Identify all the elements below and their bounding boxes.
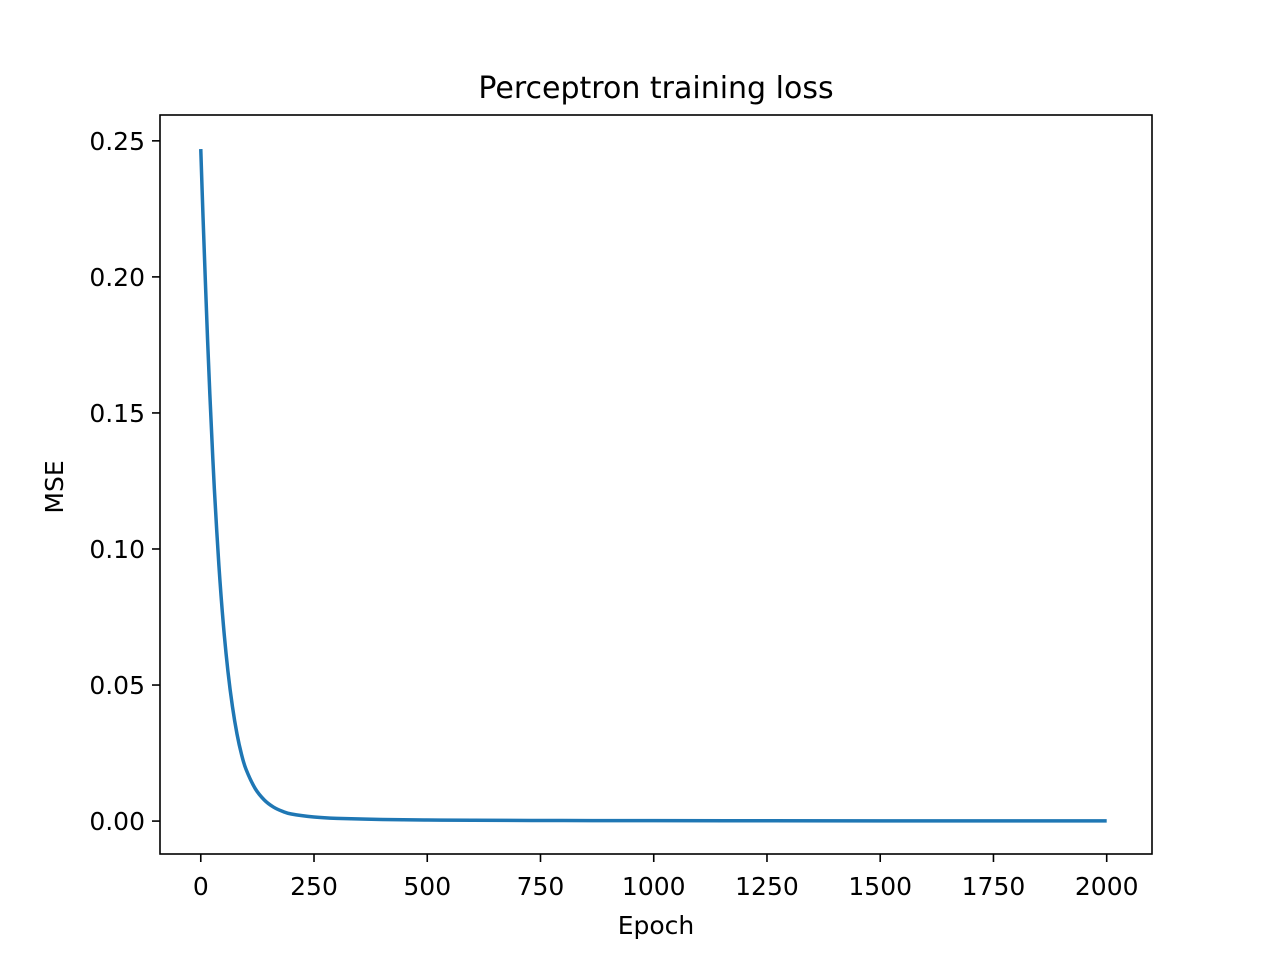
- x-tick-label: 750: [517, 872, 565, 901]
- y-tick-label: 0.10: [89, 535, 145, 564]
- x-tick-label: 2000: [1075, 872, 1139, 901]
- series-line-mse: [199, 148, 1107, 823]
- plot-area: [199, 148, 1107, 823]
- x-tick-label: 1000: [622, 872, 686, 901]
- x-axis-label: Epoch: [618, 911, 695, 940]
- y-tick-label: 0.05: [89, 671, 145, 700]
- y-tick-label: 0.25: [89, 127, 145, 156]
- axes-frame: [159, 114, 1153, 855]
- x-tick-label: 500: [403, 872, 451, 901]
- x-tick-label: 0: [193, 872, 209, 901]
- x-tick-label: 250: [290, 872, 338, 901]
- y-axis-ticks: 0.00 0.05 0.10 0.15 0.20 0.25: [89, 127, 160, 836]
- y-tick-label: 0.20: [89, 263, 145, 292]
- x-tick-label: 1500: [848, 872, 912, 901]
- x-axis-ticks: 0 250 500 750 1000 1250 1500 1750 2000: [193, 854, 1139, 901]
- chart-title: Perceptron training loss: [478, 71, 833, 106]
- x-tick-label: 1250: [735, 872, 799, 901]
- y-axis-label: MSE: [40, 460, 69, 513]
- x-tick-label: 1750: [962, 872, 1026, 901]
- y-tick-label: 0.15: [89, 399, 145, 428]
- y-tick-label: 0.00: [89, 807, 145, 836]
